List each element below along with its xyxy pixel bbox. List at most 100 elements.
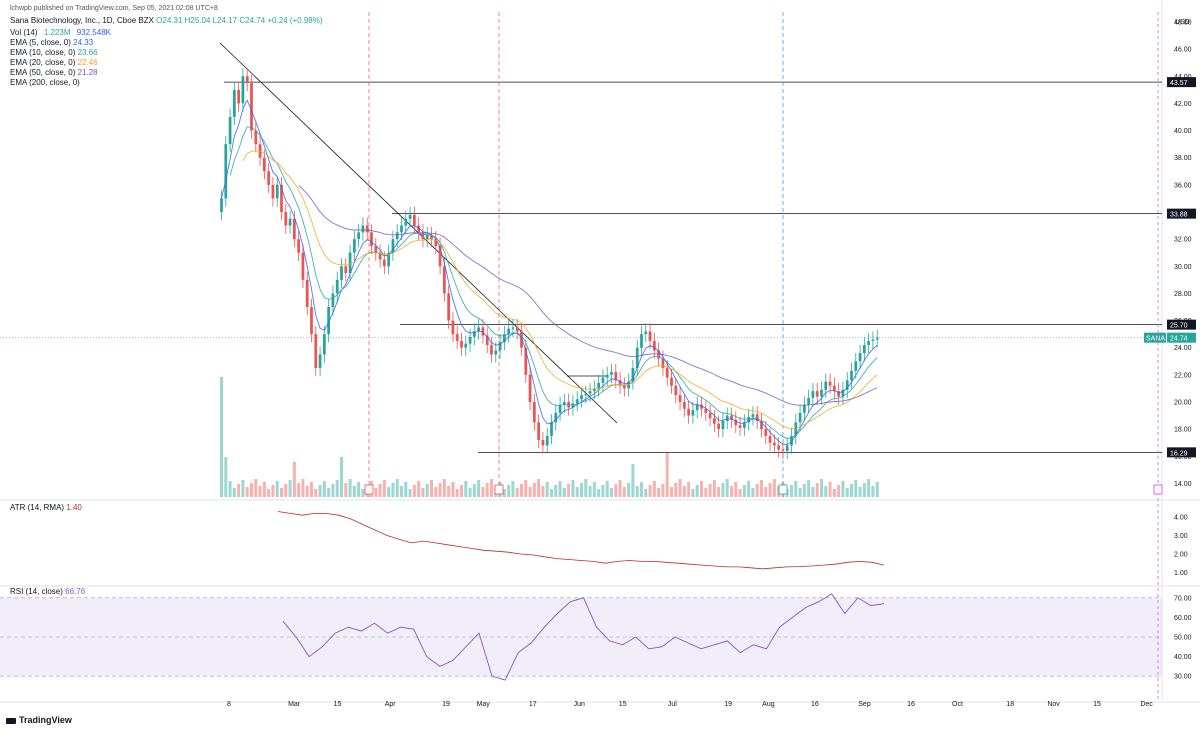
volume-bar (340, 457, 343, 497)
legend-ema20[interactable]: EMA (20, close, 0) 22.46 (10, 58, 98, 67)
volume-bar (648, 485, 652, 497)
candle-body (768, 435, 772, 443)
candle-body (751, 414, 755, 417)
volume-bar (635, 486, 639, 497)
atr-tick-label: 1.00 (1174, 570, 1188, 577)
volume-bar (387, 487, 391, 497)
atr-tick-label: 3.00 (1174, 533, 1188, 540)
candle-body (742, 422, 746, 428)
volume-bar (597, 489, 601, 497)
volume-bar (678, 479, 682, 497)
candle-body (875, 337, 879, 340)
candle-body (695, 404, 699, 411)
candle-body (455, 334, 459, 341)
candle-body (785, 445, 789, 451)
legend-atr[interactable]: ATR (14, RMA) 1.40 (10, 503, 82, 512)
time-tick-label: Oct (952, 701, 963, 708)
price-tick-label: 40.00 (1174, 128, 1192, 135)
candle-body (670, 377, 673, 386)
candle-body (700, 404, 703, 409)
volume-bar (627, 483, 631, 497)
candle-body (554, 412, 558, 423)
volume-bar (297, 483, 301, 497)
volume-bar (267, 489, 271, 497)
candle-body (468, 336, 472, 344)
time-tick-label: 19 (724, 701, 732, 708)
volume-bar (558, 481, 562, 497)
candle-body (832, 385, 836, 392)
legend-vol[interactable]: Vol (14) 1.223M 932.548K (10, 28, 111, 37)
volume-bar (361, 489, 365, 497)
volume-bar (850, 484, 853, 497)
volume-bar (687, 482, 691, 497)
candle-body (841, 389, 845, 397)
candle-body (730, 415, 733, 420)
candle-body (704, 408, 708, 413)
candle-body (550, 422, 553, 436)
price-tick-label: 22.00 (1174, 372, 1192, 379)
volume-bar (288, 480, 292, 497)
time-tick-label: 15 (1093, 701, 1101, 708)
volume-bar (657, 488, 661, 497)
price-level-value: 43.57 (1170, 80, 1188, 87)
volume-bar (400, 486, 403, 497)
volume-bar (584, 479, 588, 497)
candle-body (378, 252, 382, 260)
candle-body (571, 403, 575, 408)
legend-ema10[interactable]: EMA (10, close, 0) 23.66 (10, 48, 98, 57)
candle-body (460, 340, 463, 348)
volume-bar (541, 486, 545, 497)
legend-ema50[interactable]: EMA (50, close, 0) 21.28 (10, 68, 98, 77)
time-tick-label: May (477, 701, 491, 708)
legend-ema200[interactable]: EMA (200, close, 0) (10, 78, 80, 87)
volume-bar (845, 488, 849, 497)
candle-body (498, 342, 502, 351)
legend-ema5[interactable]: EMA (5, close, 0) 24.33 (10, 38, 94, 47)
earnings-marker (494, 484, 504, 495)
candle-body (614, 372, 618, 381)
candle-body (794, 422, 798, 436)
volume-bar (314, 489, 318, 497)
symbol-name[interactable]: Sana Biotechnology, Inc., 1D, Cboe BZX (10, 16, 154, 25)
candle-body (314, 334, 318, 369)
candle-body (395, 232, 399, 240)
candle-body (640, 334, 643, 348)
rsi-tick-label: 40.00 (1174, 654, 1192, 661)
volume-bar (614, 484, 618, 497)
volume-bar (871, 486, 875, 497)
volume-bar (824, 486, 828, 497)
volume-bar (241, 480, 245, 497)
volume-bar (464, 481, 468, 497)
legend-rsi[interactable]: RSI (14, close) 66.76 (10, 587, 86, 596)
candle-body (301, 252, 305, 280)
candle-body (245, 76, 249, 84)
candle-body (532, 402, 536, 423)
volume-bar (738, 489, 742, 497)
volume-bar (421, 488, 425, 497)
volume-bar (807, 480, 811, 497)
candle-body (524, 347, 528, 375)
candle-body (725, 415, 729, 421)
volume-bar (472, 484, 476, 497)
volume-bar (378, 484, 382, 497)
price-level-badge (1167, 77, 1196, 88)
candle-body (511, 327, 515, 329)
volume-bar (567, 484, 571, 497)
candle-body (374, 245, 378, 253)
tradingview-logo[interactable]: TradingView (6, 715, 72, 725)
price-tick-label: 28.00 (1174, 291, 1192, 298)
volume-bar (670, 487, 673, 497)
candle-body (584, 393, 588, 396)
volume-bar (524, 480, 528, 497)
candle-body (545, 435, 549, 446)
candle-body (747, 416, 751, 423)
candle-body (494, 350, 498, 355)
candle-body (687, 408, 691, 416)
volume-bar (292, 462, 296, 497)
candle-body (601, 377, 605, 383)
candle-body (250, 83, 253, 131)
time-tick-label: 19 (442, 701, 450, 708)
time-tick-label: Dec (1140, 701, 1153, 708)
candle-body (798, 412, 802, 423)
